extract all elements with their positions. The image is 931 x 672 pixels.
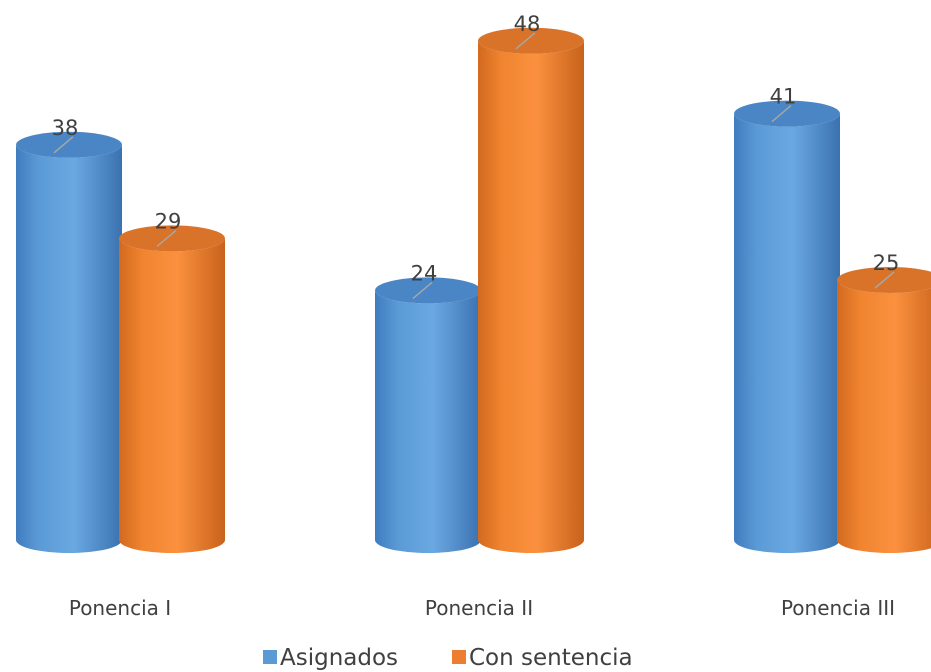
category-label-1: Ponencia I bbox=[69, 596, 171, 620]
data-label-bar-con-sentencia-1: 29 bbox=[155, 209, 182, 233]
leader-line-bar-asignados-1 bbox=[53, 136, 74, 154]
data-label-bar-asignados-3: 41 bbox=[770, 85, 797, 109]
data-label-bar-asignados-2: 24 bbox=[411, 261, 438, 285]
bars-layer bbox=[16, 27, 931, 554]
data-labels-layer: 38 29 24 48 41 25 bbox=[52, 12, 900, 299]
data-label-bar-con-sentencia-3: 25 bbox=[873, 251, 900, 275]
bar-con-sentencia-3 bbox=[837, 267, 931, 553]
bar-asignados-1 bbox=[16, 131, 122, 554]
legend: Asignados Con sentencia bbox=[263, 645, 633, 671]
bar-con-sentencia-1 bbox=[119, 225, 225, 553]
leader-line-bar-con-sentencia-2 bbox=[515, 32, 536, 50]
legend-label: Asignados bbox=[280, 645, 398, 671]
category-label-2: Ponencia II bbox=[425, 596, 533, 620]
leader-line-bar-asignados-2 bbox=[412, 281, 433, 299]
bar-asignados-3 bbox=[734, 100, 840, 553]
legend-swatch bbox=[452, 650, 466, 664]
category-label-3: Ponencia III bbox=[781, 596, 895, 620]
bar-asignados-2 bbox=[375, 277, 481, 553]
leader-line-bar-con-sentencia-3 bbox=[874, 271, 895, 289]
legend-item-asignados: Asignados bbox=[263, 645, 398, 671]
legend-swatch bbox=[263, 650, 277, 664]
data-label-bar-asignados-1: 38 bbox=[52, 116, 79, 140]
legend-label: Con sentencia bbox=[469, 645, 633, 671]
category-axis: Ponencia I Ponencia II Ponencia III bbox=[69, 596, 895, 620]
leader-line-bar-con-sentencia-1 bbox=[156, 229, 177, 247]
bar-con-sentencia-2 bbox=[478, 27, 584, 554]
leader-line-bar-asignados-3 bbox=[771, 105, 792, 123]
legend-item-con-sentencia: Con sentencia bbox=[452, 645, 633, 671]
data-label-bar-con-sentencia-2: 48 bbox=[514, 12, 541, 36]
